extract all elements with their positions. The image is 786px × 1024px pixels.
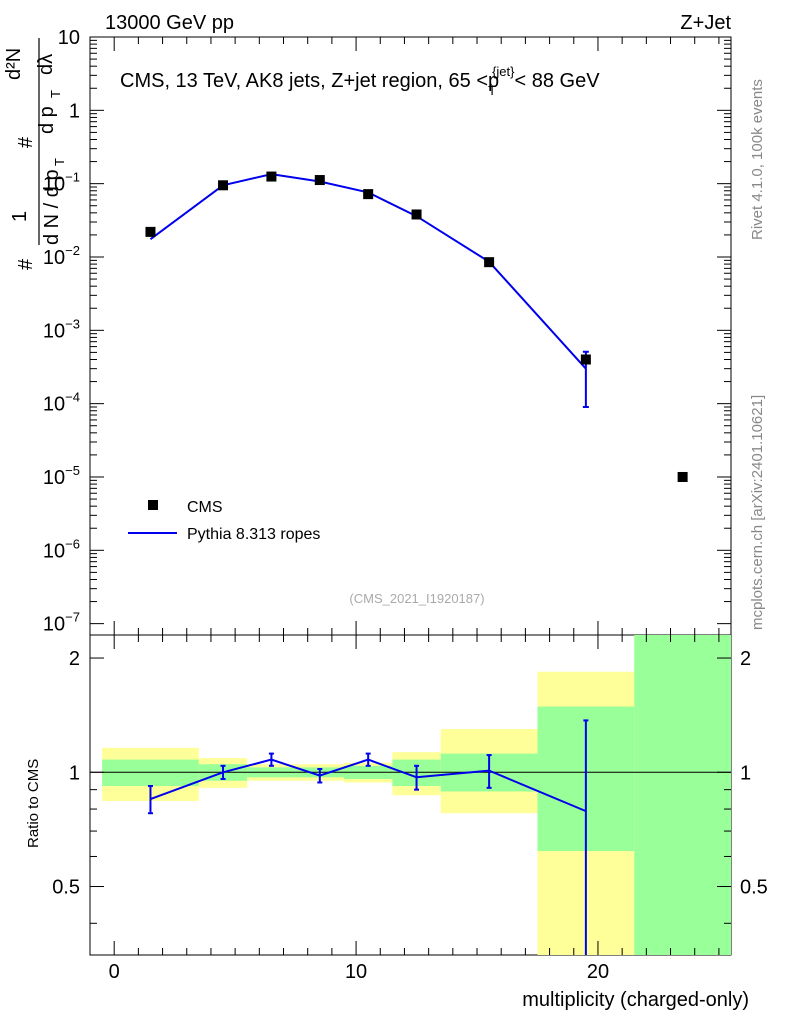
cms-point xyxy=(363,189,374,200)
ratio-axis-ticks xyxy=(89,635,731,955)
main-y-tick-label: 10−5 xyxy=(43,463,80,489)
cms-point xyxy=(266,171,277,182)
legend-cms-label: CMS xyxy=(187,499,223,516)
main-y-tick-label: 10 xyxy=(58,27,80,49)
cms-point xyxy=(580,354,591,365)
ratio-bands xyxy=(102,635,731,955)
ylabel-dlambda: dλ xyxy=(35,54,57,75)
chart-title-main: CMS, 13 TeV, AK8 jets, Z+jet region, 65 … xyxy=(120,70,488,92)
ratio-y-tick-labels: 0.5 0.5 1 1 2 2 xyxy=(52,648,768,898)
cms-series-main xyxy=(145,171,688,482)
cms-point xyxy=(145,226,156,237)
ylabel-dpT: d p xyxy=(36,106,58,134)
main-y-tick-label: 10−6 xyxy=(43,536,80,562)
chart-title: CMS, 13 TeV, AK8 jets, Z+jet region, 65 … xyxy=(120,64,600,98)
main-y-tick-label: 10−7 xyxy=(43,610,80,636)
analysis-tag: (CMS_2021_I1920187) xyxy=(349,591,484,606)
x-tick-label: 20 xyxy=(587,961,609,983)
ratio-y-tick-label-left: 0.5 xyxy=(52,877,80,899)
cms-point xyxy=(218,180,229,191)
ylabel-hash-2: # xyxy=(15,136,37,148)
cms-point xyxy=(411,209,422,220)
main-y-tick-labels: 10 1 10−1 10−2 10−3 10−4 10−5 10−6 10−7 xyxy=(43,27,80,636)
chart-title-tail: < 88 GeV xyxy=(515,70,601,92)
chart-title-pt: p xyxy=(488,70,499,92)
ylabel-one: 1 xyxy=(9,211,31,222)
ylabel-sub-T-2: T xyxy=(48,90,63,98)
main-y-tick-label: 10−2 xyxy=(43,243,80,269)
ratio-y-tick-label-left: 1 xyxy=(69,762,80,784)
x-axis-label: multiplicity (charged-only) xyxy=(522,989,749,1011)
cms-point xyxy=(677,471,688,482)
chart-title-sub: T xyxy=(488,83,496,98)
main-axis-ticks xyxy=(89,36,731,635)
mcplots-label: mcplots.cern.ch [arXiv:2401.10621] xyxy=(749,395,766,630)
ratio-line xyxy=(150,758,587,813)
x-tick-labels: 0 10 20 xyxy=(109,961,609,983)
cms-point xyxy=(314,175,325,186)
main-y-tick-label: 10−3 xyxy=(43,316,80,342)
legend-cms-marker xyxy=(148,500,158,510)
mc-series-ratio xyxy=(147,719,589,955)
main-y-tick-label: 10−4 xyxy=(43,390,80,416)
ylabel-d2N: d²N xyxy=(3,48,25,80)
cms-point xyxy=(484,257,495,268)
legend: CMS Pythia 8.313 ropes xyxy=(128,499,320,543)
ratio-y-tick-label-right: 1 xyxy=(740,762,751,784)
header-right: Z+Jet xyxy=(680,12,731,34)
main-y-tick-label: 10−1 xyxy=(43,170,80,196)
header-left: 13000 GeV pp xyxy=(105,12,234,34)
chart-title-sup: {jet} xyxy=(492,64,515,79)
main-y-tick-label: 1 xyxy=(69,100,80,122)
mc-line xyxy=(149,173,587,370)
x-tick-label: 0 xyxy=(109,961,120,983)
ratio-y-tick-label-right: 0.5 xyxy=(740,877,768,899)
legend-mc-label: Pythia 8.313 ropes xyxy=(187,526,320,543)
rivet-label: Rivet 4.1.0, 100k events xyxy=(749,79,766,240)
green-band-0 xyxy=(102,759,199,787)
x-tick-label: 10 xyxy=(345,961,367,983)
ratio-y-tick-label-right: 2 xyxy=(740,648,751,670)
ratio-y-axis-label: Ratio to CMS xyxy=(25,759,42,848)
ratio-y-tick-label-left: 2 xyxy=(69,648,80,670)
ylabel-dN: d N / d p xyxy=(41,169,63,245)
main-frame xyxy=(89,36,732,636)
green-band-8 xyxy=(634,635,731,955)
ylabel-hash-1: # xyxy=(15,258,37,270)
main-y-axis-label: # 1 d N / d p T # d²N d p T dλ xyxy=(3,38,67,270)
ylabel-sub-T-1: T xyxy=(52,158,67,166)
mc-series-main xyxy=(149,173,589,409)
